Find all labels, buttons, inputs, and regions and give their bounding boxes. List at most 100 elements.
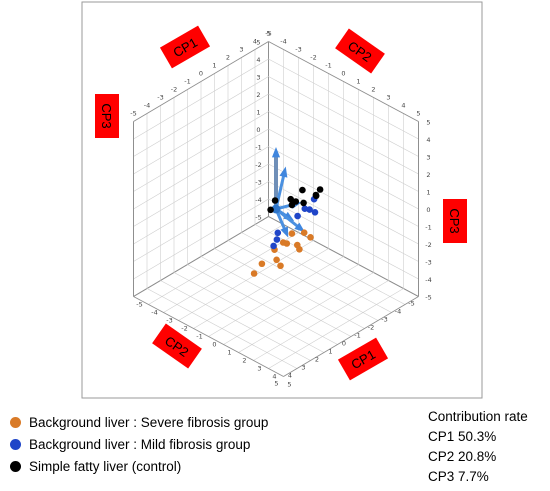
tick-label: 5 [256,39,260,47]
tick-label: -2 [171,86,177,94]
data-point-severe [273,257,280,264]
tick-label: 1 [256,109,260,117]
data-point-severe [277,262,284,269]
tick-label: -5 [130,110,136,118]
tick-label: 3 [386,94,390,102]
data-point-severe [259,260,266,267]
legend-label-mild: Background liver : Mild fibrosis group [29,437,250,452]
tick-label: 2 [371,86,375,94]
tick-label: 3 [257,365,261,373]
tick-label: -4 [151,309,157,317]
data-point-control [299,187,306,194]
contribution-rate-box: Contribution rate CP1 50.3% CP2 20.8% CP… [428,407,528,487]
tick-label: -3 [255,179,261,187]
data-point-control [300,200,307,207]
legend-swatch-severe [10,417,21,428]
tick-label: 3 [426,154,430,162]
tick-label: 0 [342,340,346,348]
tick-label: 0 [426,206,430,214]
tick-label: -1 [325,62,331,70]
tick-label: -4 [255,196,261,204]
data-point-mild [294,213,301,220]
axis-tag-label: CP3 [447,208,462,233]
tick-label: -1 [255,144,261,152]
legend-label-control: Simple fatty liver (control) [29,459,181,474]
tick-label: -2 [181,325,187,333]
tick-label: -3 [295,46,301,54]
tick-label: -3 [425,259,431,267]
data-point-mild [274,236,281,243]
tick-label: -2 [425,241,431,249]
tick-label: 0 [199,70,203,78]
tick-label: 2 [242,357,246,365]
tick-label: 0 [341,70,345,78]
tick-label: 2 [256,91,260,99]
tick-label: -5 [136,301,142,309]
tick-label: -1 [196,333,202,341]
legend-swatch-control [10,461,21,472]
tick-label: 1 [426,189,430,197]
data-point-severe [301,229,308,236]
tick-label: 2 [426,171,430,179]
legend: Background liver : Severe fibrosis group… [10,411,268,477]
tick-label: 3 [256,74,260,82]
tick-label: -3 [166,317,172,325]
tick-label: -4 [144,102,150,110]
legend-swatch-mild [10,439,21,450]
tick-label: -3 [157,94,163,102]
tick-label: -4 [395,308,401,316]
legend-label-severe: Background liver : Severe fibrosis group [29,415,268,430]
tick-label: -5 [265,30,271,38]
contribution-title: Contribution rate [428,407,528,427]
tick-label: -5 [425,294,431,302]
tick-label: -4 [425,276,431,284]
legend-item-mild: Background liver : Mild fibrosis group [10,433,268,455]
data-point-mild [275,230,282,237]
contribution-cp1: CP1 50.3% [428,427,528,447]
tick-label: 4 [401,102,405,110]
data-point-control [317,186,324,193]
axis-tag-4: CP3 [443,199,467,243]
data-point-mild [306,206,313,213]
tick-label: 0 [212,341,216,349]
tick-label: 1 [328,348,332,356]
tick-label: -5 [255,214,261,222]
data-point-control [293,198,300,205]
contribution-cp2: CP2 20.8% [428,447,528,467]
tick-label: -1 [354,332,360,340]
data-point-severe [294,242,301,249]
tick-label: 1 [212,62,216,70]
data-point-severe [280,239,287,246]
tick-label: 4 [256,56,260,64]
contribution-cp3: CP3 7.7% [428,467,528,487]
pca-3d-scatter-plot: 5 -5 -5 -5 -5 -5 4 -4 -4 -4 -4 -4 3 -3 -3 -3 -3 -3 2 -2 -2 -2… [0,0,550,405]
tick-label: -2 [255,161,261,169]
tick-label: 5 [287,381,291,389]
data-point-mild [270,243,277,250]
data-point-severe [289,230,296,237]
tick-label: 0 [256,126,260,134]
legend-item-control: Simple fatty liver (control) [10,455,268,477]
tick-label: 1 [227,349,231,357]
plot-frame [82,2,482,398]
tick-label: 2 [226,54,230,62]
axis-tag-3: CP3 [95,94,119,138]
data-point-severe [307,234,314,241]
tick-label: -3 [381,316,387,324]
tick-label: -5 [408,300,414,308]
tick-label: -1 [184,78,190,86]
tick-label: 4 [426,136,430,144]
tick-label: 2 [315,356,319,364]
data-point-control [272,197,279,204]
data-point-severe [251,270,258,277]
tick-label: 4 [288,372,292,380]
axis-tag-label: CP3 [99,103,114,128]
tick-label: -1 [425,224,431,232]
tick-label: 5 [426,119,430,127]
tick-label: -4 [280,38,286,46]
tick-label: 3 [239,46,243,54]
tick-label: -2 [310,54,316,62]
tick-label: 1 [356,78,360,86]
tick-label: 5 [274,380,278,388]
tick-label: 3 [301,364,305,372]
